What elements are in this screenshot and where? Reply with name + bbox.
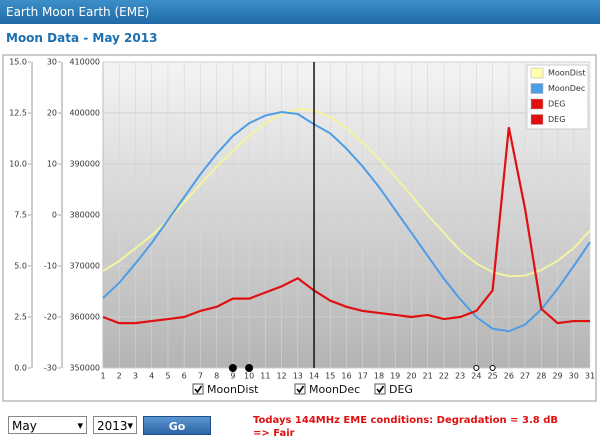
series-line [102,107,591,278]
x-tick-label: 6 [182,372,187,381]
y-tick-label: 5.0 [14,262,27,271]
x-tick-label: 1 [100,372,105,381]
series-line [102,110,591,333]
x-tick-label: 10 [244,372,254,381]
y-tick-label: 390000 [69,160,100,169]
legend-label: DEG [548,115,565,124]
year-select[interactable]: 2013 [93,416,137,435]
x-tick-label: 4 [149,372,154,381]
title-bar: Earth Moon Earth (EME) [0,0,600,24]
x-tick-label: 21 [423,372,433,381]
x-tick-label: 5 [165,372,170,381]
x-tick-label: 20 [406,372,416,381]
y-tick-label: 7.5 [14,211,27,220]
x-tick-label: 18 [374,372,384,381]
y-tick-label: 12.5 [9,109,27,118]
checkbox[interactable] [192,383,204,395]
status-text: => Fair [253,428,295,439]
x-tick-label: 16 [341,372,351,381]
x-tick-label: 22 [439,372,449,381]
legend-swatch [530,83,544,94]
x-tick-label: 23 [455,372,465,381]
legend-label: MoonDist [548,69,585,78]
x-tick-label: 14 [309,372,319,381]
y-tick-label: 0.0 [14,364,27,373]
y-tick-label: -30 [44,364,57,373]
checkbox[interactable] [374,383,386,395]
y-tick-label: 410000 [69,58,100,67]
y-tick-label: 350000 [69,364,100,373]
x-tick-label: 25 [488,372,498,381]
x-tick-label: 2 [117,372,122,381]
x-tick-label: 7 [198,372,203,381]
x-tick-label: 12 [276,372,286,381]
checkmark [296,385,305,394]
legend-swatch [530,67,544,79]
x-tick-label: 8 [214,372,219,381]
x-tick-label: 31 [585,372,595,381]
x-tick-label: 29 [552,372,562,381]
chart: 3500003600003700003800003900004000004100… [2,54,597,402]
checkmark [194,385,203,394]
day-marker [489,365,496,371]
y-tick-label: 15.0 [9,58,27,67]
x-tick-label: 28 [536,372,546,381]
x-tick-label: 13 [293,372,303,381]
y-tick-label: 380000 [69,211,100,220]
y-tick-label: 20 [47,109,57,118]
y-tick-label: 2.5 [14,313,27,322]
y-tick-label: 30 [47,58,57,67]
x-tick-label: 17 [358,372,368,381]
day-marker [245,364,254,372]
month-select[interactable]: May [8,416,87,435]
y-tick-label: 400000 [69,109,100,118]
y-tick-label: -20 [44,313,57,322]
checkbox[interactable] [294,383,306,395]
day-marker [473,365,480,371]
x-tick-label: 24 [471,372,481,381]
x-tick-label: 26 [504,372,514,381]
toggle-label: MoonDec [309,383,360,396]
y-tick-label: 0 [52,211,57,220]
go-button[interactable]: Go [143,416,211,435]
y-tick-label: 10.0 [9,160,27,169]
legend-label: DEG [548,100,565,109]
day-marker [228,364,237,372]
toggle-label: MoonDist [207,383,259,396]
x-tick-label: 9 [230,372,235,381]
y-tick-label: 360000 [69,313,100,322]
x-tick-label: 15 [325,372,335,381]
toggle-label: DEG [389,383,413,396]
x-tick-label: 27 [520,372,530,381]
y-tick-label: -10 [44,262,57,271]
x-tick-label: 3 [133,372,138,381]
series-line [102,127,590,325]
page-heading: Moon Data - May 2013 [6,31,158,45]
y-tick-label: 370000 [69,262,100,271]
x-tick-label: 11 [260,372,270,381]
checkmark [376,385,385,394]
legend-swatch [530,114,544,125]
y-tick-label: 10 [47,160,57,169]
status-text: Todays 144MHz EME conditions: Degradatio… [253,415,558,426]
x-tick-label: 19 [390,372,400,381]
x-tick-label: 30 [569,372,579,381]
legend-label: MoonDec [548,84,585,93]
form: May 2013 Go Todays 144MHz EME conditions… [0,406,600,446]
legend-swatch [530,98,544,110]
